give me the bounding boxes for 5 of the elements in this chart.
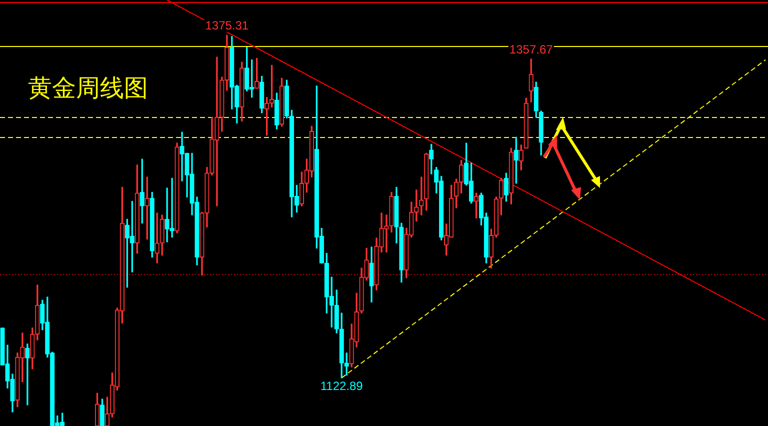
annotation: 1375.31 (205, 18, 249, 32)
candlestick (25, 344, 30, 406)
annotation: 1357.67 (509, 42, 554, 56)
annotation: 1122.89 (320, 379, 364, 394)
text: 黄金周线图 (28, 73, 148, 104)
